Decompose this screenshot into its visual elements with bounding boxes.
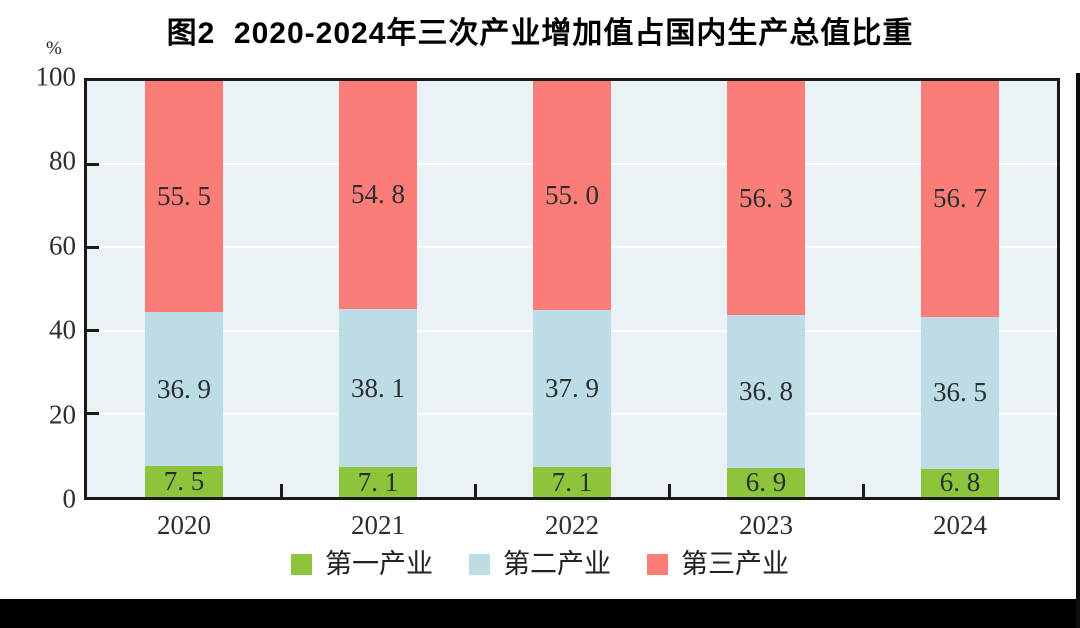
legend-item-series-2: 第三产业 xyxy=(647,551,789,578)
y-axis-label-40: 40 xyxy=(49,314,76,345)
legend-swatch-icon xyxy=(647,554,668,575)
y-tick-mark-80 xyxy=(87,162,99,166)
plot-area: 7. 5 36. 9 55. 5 7. 1 38. 1 54. 8 7. 1 37. 9 55.… xyxy=(84,78,1060,500)
bar-value-label: 56. 3 xyxy=(739,182,793,213)
x-tick-mark-2 xyxy=(473,484,477,497)
chart-legend: 第一产业 第二产业 第三产业 xyxy=(0,551,1080,578)
y-tick-mark-40 xyxy=(87,329,99,333)
legend-item-series-1: 第二产业 xyxy=(469,551,611,578)
bar-segment-2020-series-2: 55. 5 xyxy=(145,81,223,313)
bar-value-label: 54. 8 xyxy=(351,179,405,210)
bar-segment-2022-series-1: 37. 9 xyxy=(533,309,611,468)
x-tick-mark-4 xyxy=(861,484,865,497)
bar-segment-2021-series-1: 38. 1 xyxy=(339,308,417,468)
x-axis-label-2024: 2024 xyxy=(933,510,987,540)
bar-segment-2023-series-1: 36. 8 xyxy=(727,315,805,469)
bar-value-label: 7. 5 xyxy=(163,465,205,496)
bar-value-label: 55. 0 xyxy=(545,179,599,210)
y-axis-unit-label: % xyxy=(46,38,62,59)
bar-value-label: 36. 8 xyxy=(739,376,793,407)
x-axis-label-2022: 2022 xyxy=(545,510,599,540)
bar-segment-2022-series-2: 55. 0 xyxy=(533,81,611,310)
bar-value-label: 55. 5 xyxy=(157,181,211,212)
x-axis-label-2021: 2021 xyxy=(351,510,405,540)
legend-swatch-icon xyxy=(291,554,312,575)
bar-segment-2023-series-2: 56. 3 xyxy=(727,81,805,316)
chart-title: 图2 2020-2024年三次产业增加值占国内生产总值比重 xyxy=(166,17,914,50)
bar-value-label: 6. 8 xyxy=(939,467,981,498)
legend-item-series-0: 第一产业 xyxy=(291,551,433,578)
y-tick-mark-60 xyxy=(87,245,99,249)
bar-value-label: 37. 9 xyxy=(545,373,599,404)
bar-value-label: 36. 9 xyxy=(157,373,211,404)
bar-segment-2024-series-1: 36. 5 xyxy=(921,316,999,469)
page-bottom-black-bar xyxy=(0,599,1080,628)
bar-value-label: 36. 5 xyxy=(933,377,987,408)
legend-label: 第一产业 xyxy=(325,549,433,579)
x-tick-mark-1 xyxy=(279,484,283,497)
bar-segment-2021-series-2: 54. 8 xyxy=(339,81,417,309)
x-tick-mark-3 xyxy=(667,484,671,497)
page-right-black-border xyxy=(1076,73,1080,628)
legend-swatch-icon xyxy=(469,554,490,575)
bar-segment-2023-series-0: 6. 9 xyxy=(727,468,805,497)
bar-segment-2022-series-0: 7. 1 xyxy=(533,467,611,497)
legend-label: 第二产业 xyxy=(503,549,611,579)
bar-value-label: 6. 9 xyxy=(745,467,787,498)
bar-segment-2024-series-0: 6. 8 xyxy=(921,467,999,498)
bar-segment-2020-series-1: 36. 9 xyxy=(145,312,223,466)
y-axis-label-100: 100 xyxy=(35,61,77,92)
x-axis-label-2020: 2020 xyxy=(157,510,211,540)
y-axis-label-80: 80 xyxy=(49,145,76,176)
bar-value-label: 7. 1 xyxy=(551,466,593,497)
y-axis-label-0: 0 xyxy=(62,483,77,514)
bar-segment-2024-series-2: 56. 7 xyxy=(921,81,999,317)
bar-value-label: 56. 7 xyxy=(933,183,987,214)
legend-label: 第三产业 xyxy=(681,549,789,579)
y-tick-mark-20 xyxy=(87,412,99,416)
bar-segment-2021-series-0: 7. 1 xyxy=(339,467,417,497)
bar-segment-2020-series-0: 7. 5 xyxy=(145,465,223,497)
y-axis-label-20: 20 xyxy=(49,399,76,430)
bar-value-label: 7. 1 xyxy=(357,466,399,497)
y-axis-label-60: 60 xyxy=(49,230,76,261)
x-axis-label-2023: 2023 xyxy=(739,510,793,540)
bar-value-label: 38. 1 xyxy=(351,372,405,403)
